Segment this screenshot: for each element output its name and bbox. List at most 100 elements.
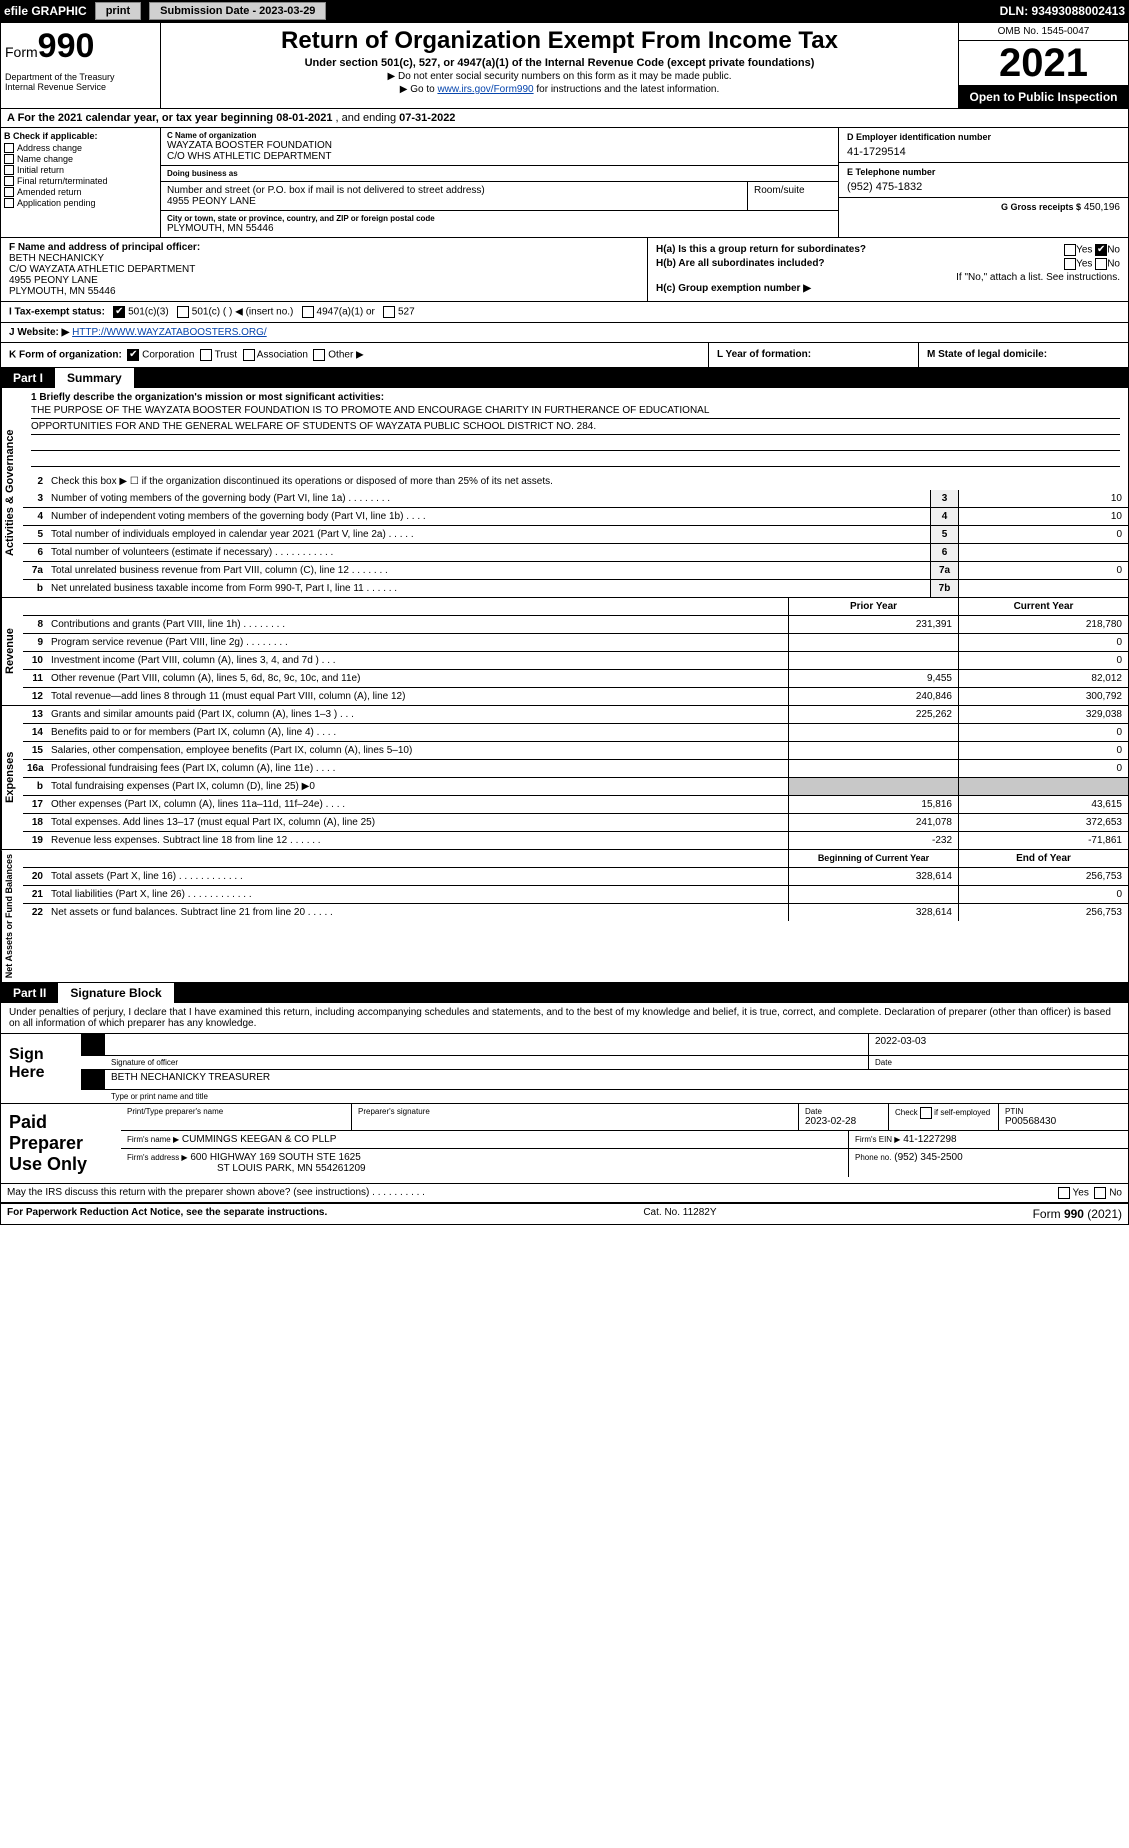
- sign-arrow-2: [81, 1070, 105, 1089]
- row-num: 11: [23, 670, 47, 687]
- g-label: G Gross receipts $: [1001, 202, 1081, 212]
- form-title: Return of Organization Exempt From Incom…: [169, 27, 950, 55]
- org-name-1: WAYZATA BOOSTER FOUNDATION: [167, 140, 832, 151]
- prior-year-value: 240,846: [788, 688, 958, 705]
- form-header: Form990 Department of the Treasury Inter…: [1, 23, 1128, 109]
- irs-link[interactable]: www.irs.gov/Form990: [437, 84, 533, 95]
- print-button[interactable]: print: [95, 2, 141, 20]
- row-text: Total assets (Part X, line 16) . . . . .…: [47, 868, 788, 885]
- bocy-hdr: Beginning of Current Year: [788, 850, 958, 867]
- may-yes-checkbox[interactable]: [1058, 1187, 1070, 1199]
- row-box: 7b: [930, 580, 958, 597]
- row-box: 7a: [930, 562, 958, 579]
- ha-yes-checkbox[interactable]: [1064, 244, 1076, 256]
- block-bcdefg: B Check if applicable: Address changeNam…: [1, 128, 1128, 238]
- sign-here-block: Sign Here 2022-03-03 Signature of office…: [1, 1034, 1128, 1104]
- k-other-checkbox[interactable]: [313, 349, 325, 361]
- checkbox[interactable]: [4, 187, 14, 197]
- paid-preparer-block: Paid Preparer Use Only Print/Type prepar…: [1, 1104, 1128, 1184]
- website-link[interactable]: HTTP://WWW.WAYZATABOOSTERS.ORG/: [72, 327, 267, 338]
- firm-name-label: Firm's name ▶: [127, 1135, 179, 1144]
- row-text: Total number of volunteers (estimate if …: [47, 544, 930, 561]
- row-num: 15: [23, 742, 47, 759]
- form-sheet: Form990 Department of the Treasury Inter…: [0, 22, 1129, 1225]
- checkbox-line: Final return/terminated: [4, 176, 157, 186]
- checkbox[interactable]: [4, 165, 14, 175]
- hb-yes: Yes: [1076, 259, 1092, 270]
- k-corp-checkbox[interactable]: ✔: [127, 349, 139, 361]
- firm-addr-label: Firm's address ▶: [127, 1153, 188, 1162]
- d-label: D Employer identification number: [847, 132, 1120, 142]
- row-num: 17: [23, 796, 47, 813]
- i-4947-checkbox[interactable]: [302, 306, 314, 318]
- instructions-line: ▶ Go to www.irs.gov/Form990 for instruct…: [169, 84, 950, 95]
- row-a-mid: , and ending: [332, 112, 399, 124]
- submission-date-button[interactable]: Submission Date - 2023-03-29: [149, 2, 326, 20]
- current-year-value: 82,012: [958, 670, 1128, 687]
- summary-row: 21Total liabilities (Part X, line 26) . …: [23, 886, 1128, 904]
- self-emp-checkbox[interactable]: [920, 1107, 932, 1119]
- row-text: Other revenue (Part VIII, column (A), li…: [47, 670, 788, 687]
- summary-row: 7aTotal unrelated business revenue from …: [23, 562, 1128, 580]
- header-middle: Return of Organization Exempt From Incom…: [161, 23, 958, 108]
- ha-no-checkbox[interactable]: ✔: [1095, 244, 1107, 256]
- checkbox[interactable]: [4, 198, 14, 208]
- name-title-label: Type or print name and title: [105, 1090, 1128, 1103]
- row-value: 0: [958, 526, 1128, 543]
- may-no-checkbox[interactable]: [1094, 1187, 1106, 1199]
- current-year-value: 218,780: [958, 616, 1128, 633]
- row-num: 10: [23, 652, 47, 669]
- city-label: City or town, state or province, country…: [167, 214, 832, 223]
- paid-date: 2023-02-28: [805, 1116, 882, 1127]
- c-name: C Name of organization WAYZATA BOOSTER F…: [161, 128, 838, 166]
- omb-number: OMB No. 1545-0047: [959, 23, 1128, 41]
- street-label: Number and street (or P.O. box if mail i…: [167, 185, 741, 196]
- row-value: [958, 580, 1128, 597]
- row-box: 3: [930, 490, 958, 507]
- hb-label: H(b) Are all subordinates included?: [656, 258, 825, 270]
- i-501c-checkbox[interactable]: [177, 306, 189, 318]
- checkbox[interactable]: [4, 154, 14, 164]
- checkbox[interactable]: [4, 143, 14, 153]
- prior-year-value: 231,391: [788, 616, 958, 633]
- part-1-header: Part I Summary: [1, 368, 1128, 388]
- row-m: M State of legal domicile:: [918, 343, 1128, 367]
- row-num: 4: [23, 508, 47, 525]
- e-label: E Telephone number: [847, 167, 1120, 177]
- eoy-hdr: End of Year: [958, 850, 1128, 867]
- i-501c3-checkbox[interactable]: ✔: [113, 306, 125, 318]
- row-num: 12: [23, 688, 47, 705]
- k-assoc-checkbox[interactable]: [243, 349, 255, 361]
- may-irs-row: May the IRS discuss this return with the…: [1, 1184, 1128, 1204]
- summary-row: 22Net assets or fund balances. Subtract …: [23, 904, 1128, 921]
- prior-year-value: [788, 778, 958, 795]
- k-corp: Corporation: [142, 350, 194, 361]
- checkbox-line: Name change: [4, 154, 157, 164]
- ein-value: 41-1729514: [847, 142, 1120, 158]
- checkbox[interactable]: [4, 176, 14, 186]
- row-text: Check this box ▶ ☐ if the organization d…: [47, 473, 1128, 490]
- c-name-label: C Name of organization: [167, 131, 832, 140]
- part-2-title: Signature Block: [58, 983, 173, 1003]
- street-value: 4955 PEONY LANE: [167, 196, 741, 207]
- row-text: Total expenses. Add lines 13–17 (must eq…: [47, 814, 788, 831]
- dba-label: Doing business as: [167, 169, 832, 178]
- footer-mid: Cat. No. 11282Y: [643, 1207, 716, 1221]
- open-public: Open to Public Inspection: [959, 86, 1128, 108]
- summary-row: 2Check this box ▶ ☐ if the organization …: [23, 473, 1128, 490]
- row-text: Total liabilities (Part X, line 26) . . …: [47, 886, 788, 903]
- checkbox-line: Initial return: [4, 165, 157, 175]
- row-num: 19: [23, 832, 47, 849]
- c-room: Room/suite: [748, 182, 838, 210]
- hb-yes-checkbox[interactable]: [1064, 258, 1076, 270]
- i-527-checkbox[interactable]: [383, 306, 395, 318]
- i-4947: 4947(a)(1) or: [317, 307, 375, 318]
- k-trust-checkbox[interactable]: [200, 349, 212, 361]
- vtab-rev: Revenue: [1, 598, 23, 705]
- row-text: Other expenses (Part IX, column (A), lin…: [47, 796, 788, 813]
- current-year-value: 300,792: [958, 688, 1128, 705]
- mission-l2: OPPORTUNITIES FOR AND THE GENERAL WELFAR…: [31, 421, 1120, 435]
- may-no: No: [1109, 1188, 1122, 1199]
- hb-no-checkbox[interactable]: [1095, 258, 1107, 270]
- activities-governance-section: Activities & Governance 1 Briefly descri…: [1, 388, 1128, 598]
